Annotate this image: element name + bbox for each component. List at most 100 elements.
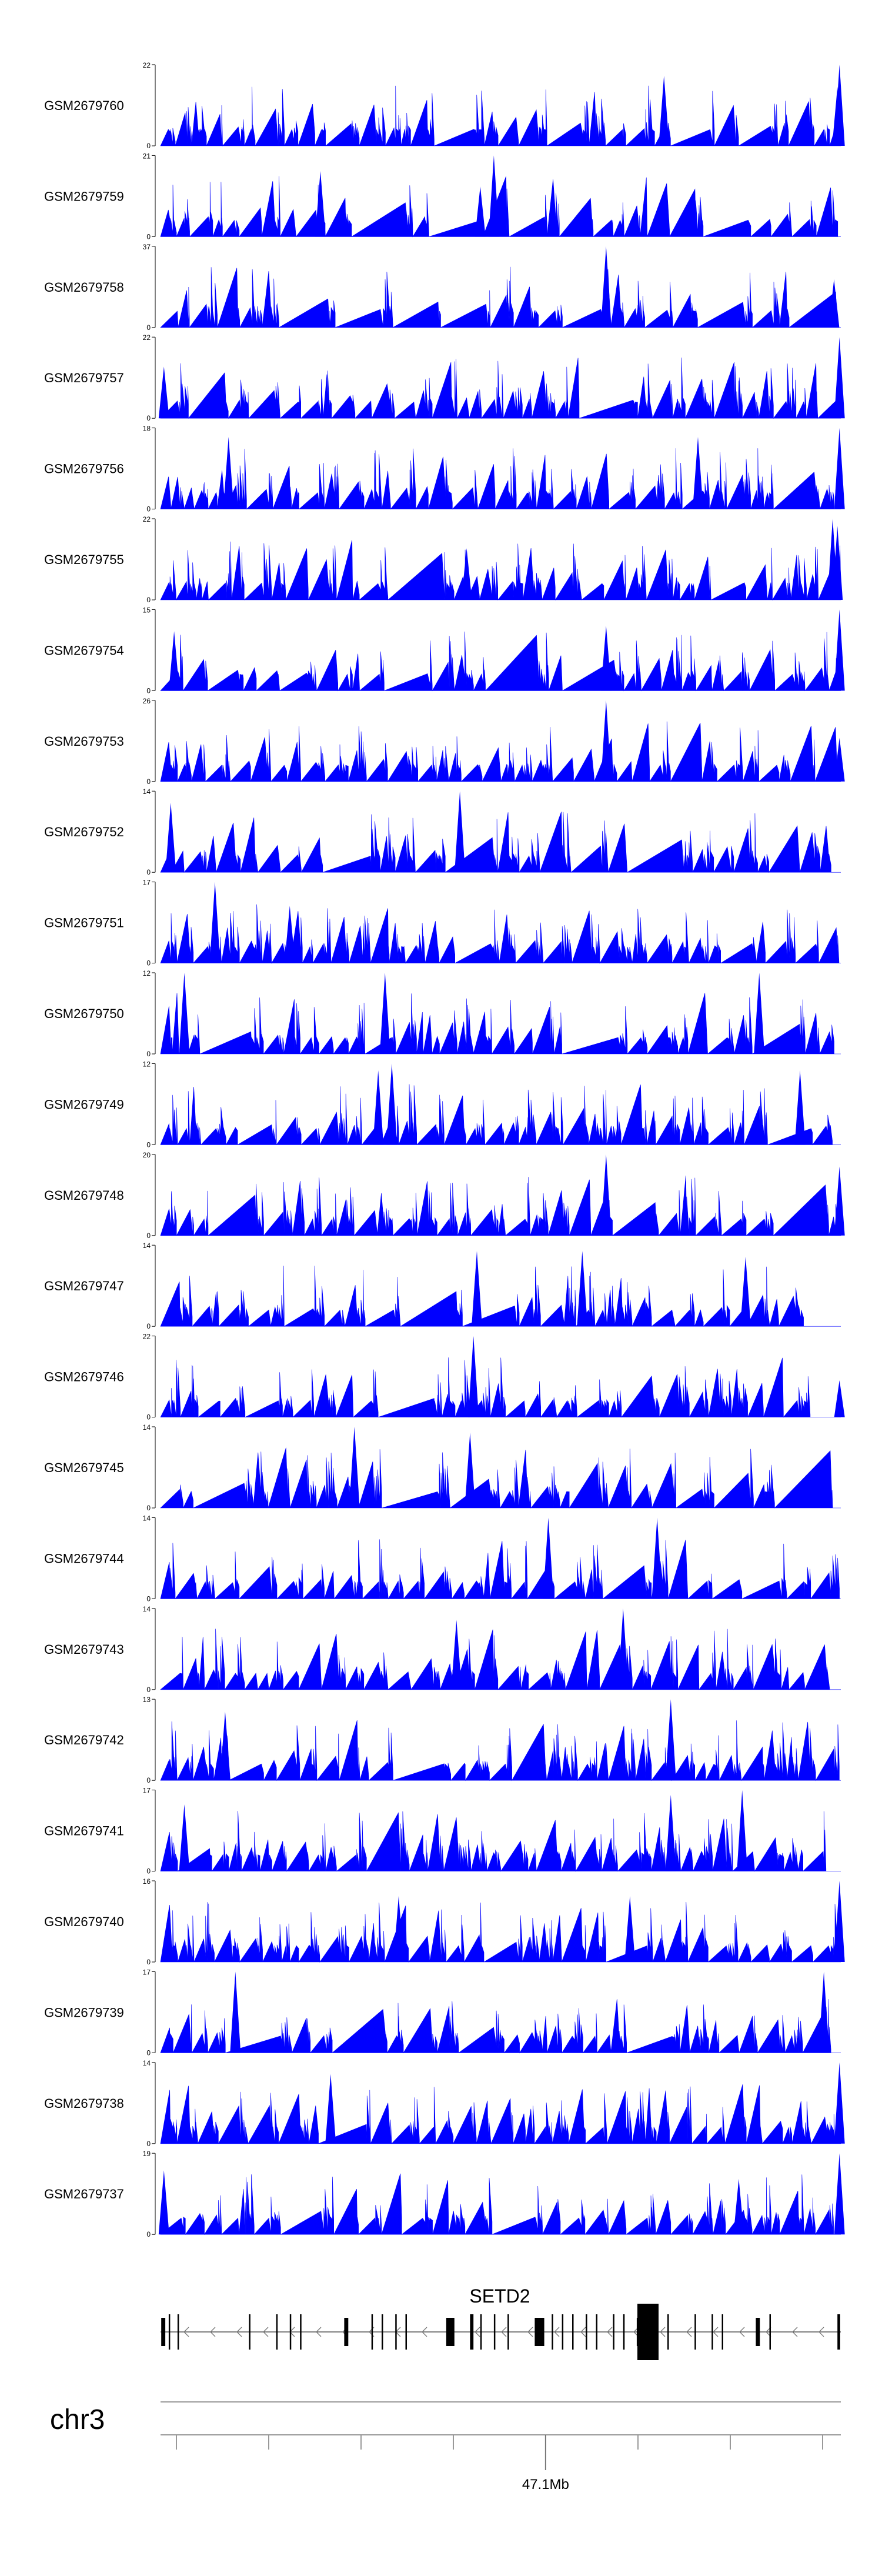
- gene-exon: [470, 2314, 474, 2350]
- coverage-area: [160, 1811, 841, 1872]
- strand-arrow-icon: [686, 2327, 692, 2337]
- y-axis-max-label: 17: [143, 879, 151, 887]
- coverage-peak: [472, 1251, 482, 1327]
- y-axis-min-label: 0: [146, 868, 151, 876]
- track-GSM2679760: GSM2679760 22 0: [44, 61, 845, 150]
- x-axis-tick-label: 47.1Mb: [522, 2477, 569, 2492]
- y-axis-max-label: 22: [143, 333, 151, 342]
- track-label: GSM2679760: [44, 98, 124, 113]
- track-GSM2679742: GSM2679742 13 0: [44, 1696, 841, 1784]
- y-axis-max-label: 17: [143, 1787, 151, 1795]
- strand-arrow-icon: [580, 2327, 586, 2337]
- strand-arrow-icon: [183, 2327, 189, 2337]
- coverage-area: [160, 2084, 841, 2144]
- y-axis-min-label: 0: [146, 1140, 151, 1149]
- y-axis-max-label: 22: [143, 61, 151, 69]
- track-GSM2679755: GSM2679755 22 0: [44, 515, 843, 604]
- gene-exon: [344, 2318, 349, 2346]
- y-axis-min-label: 0: [146, 778, 151, 786]
- track-GSM2679750: GSM2679750 12 0: [44, 969, 841, 1058]
- track-GSM2679759: GSM2679759 21 0: [44, 152, 841, 241]
- gene-exon: [177, 2314, 179, 2350]
- coverage-peak: [349, 1427, 360, 1508]
- track-label: GSM2679748: [44, 1188, 124, 1203]
- strand-arrow-icon: [713, 2327, 719, 2337]
- strand-arrow-icon: [792, 2327, 798, 2337]
- gene-exon: [168, 2314, 171, 2350]
- y-axis-max-label: 15: [143, 606, 151, 614]
- track-label: GSM2679747: [44, 1279, 124, 1293]
- track-label: GSM2679755: [44, 552, 124, 567]
- gene-exon: [562, 2314, 564, 2350]
- gene-exon: [613, 2314, 614, 2350]
- track-GSM2679740: GSM2679740 16 0: [44, 1877, 845, 1966]
- track-label: GSM2679746: [44, 1370, 124, 1384]
- gene-exon: [694, 2314, 696, 2350]
- chromosome-label: chr3: [50, 2404, 105, 2435]
- coverage-peak: [834, 1881, 845, 1962]
- coverage-peak: [693, 436, 703, 509]
- y-axis-max-label: 13: [143, 1696, 151, 1704]
- track-label: GSM2679741: [44, 1824, 124, 1838]
- coverage-peak: [543, 1517, 554, 1599]
- y-axis-min-label: 0: [146, 232, 151, 241]
- coverage-peak: [230, 1971, 241, 2053]
- gene-exon: [756, 2318, 760, 2346]
- track-GSM2679743: GSM2679743 14 0: [44, 1605, 841, 1694]
- track-label: GSM2679751: [44, 916, 124, 930]
- y-axis-min-label: 0: [146, 1413, 151, 1422]
- track-GSM2679745: GSM2679745 14 0: [44, 1423, 841, 1512]
- chromosome-track: chr3 47.1Mb: [50, 2401, 841, 2492]
- strand-arrow-icon: [554, 2327, 560, 2337]
- y-axis-max-label: 14: [143, 1605, 151, 1613]
- y-axis-max-label: 21: [143, 152, 151, 160]
- coverage-area: [160, 357, 841, 419]
- coverage-area: [160, 1084, 841, 1146]
- track-GSM2679757: GSM2679757 22 0: [44, 333, 845, 422]
- coverage-peak: [451, 1620, 462, 1690]
- y-axis-max-label: 14: [143, 2059, 151, 2067]
- track-GSM2679741: GSM2679741 17 0: [44, 1787, 841, 1876]
- coverage-peak: [617, 1608, 629, 1690]
- coverage-peak: [386, 1063, 397, 1145]
- gene-exon: [405, 2314, 407, 2350]
- coverage-peak: [475, 186, 486, 237]
- y-axis-min-label: 0: [146, 1050, 151, 1058]
- y-axis-min-label: 0: [146, 2048, 151, 2057]
- y-axis-max-label: 16: [143, 1877, 151, 1886]
- gene-exon: [586, 2314, 587, 2350]
- coverage-tracks: GSM2679760220GSM2679759210GSM2679758370G…: [44, 61, 845, 2238]
- y-axis-max-label: 22: [143, 515, 151, 523]
- track-GSM2679737: GSM2679737 19 0: [44, 2150, 845, 2238]
- coverage-peak: [665, 1699, 676, 1781]
- coverage-peak: [465, 1432, 476, 1508]
- coverage-area: [160, 1447, 841, 1509]
- coverage-peak: [209, 882, 220, 963]
- track-label: GSM2679745: [44, 1460, 124, 1475]
- gene-exon: [371, 2314, 373, 2350]
- coverage-area: [160, 1266, 841, 1327]
- coverage-peak: [600, 1154, 612, 1236]
- y-axis-min-label: 0: [146, 323, 151, 332]
- coverage-peak: [834, 1166, 845, 1236]
- y-axis-max-label: 26: [143, 697, 151, 705]
- y-axis-min-label: 0: [146, 1594, 151, 1603]
- coverage-area: [160, 1539, 841, 1600]
- gene-exon: [276, 2314, 278, 2350]
- strand-arrow-icon: [766, 2327, 771, 2337]
- gene-exon: [161, 2318, 166, 2346]
- gene-exon: [507, 2314, 509, 2350]
- coverage-peak: [468, 1336, 479, 1417]
- coverage-peak: [169, 631, 180, 691]
- coverage-area: [160, 1720, 841, 1781]
- coverage-peak: [223, 436, 234, 509]
- y-axis-max-label: 18: [143, 425, 151, 433]
- y-axis-max-label: 37: [143, 243, 151, 251]
- coverage-peak: [659, 75, 670, 146]
- coverage-area: [160, 2173, 841, 2235]
- y-axis-min-label: 0: [146, 686, 151, 695]
- y-axis-min-label: 0: [146, 959, 151, 967]
- coverage-area: [160, 1175, 841, 1236]
- gene-name-label: SETD2: [469, 2285, 530, 2307]
